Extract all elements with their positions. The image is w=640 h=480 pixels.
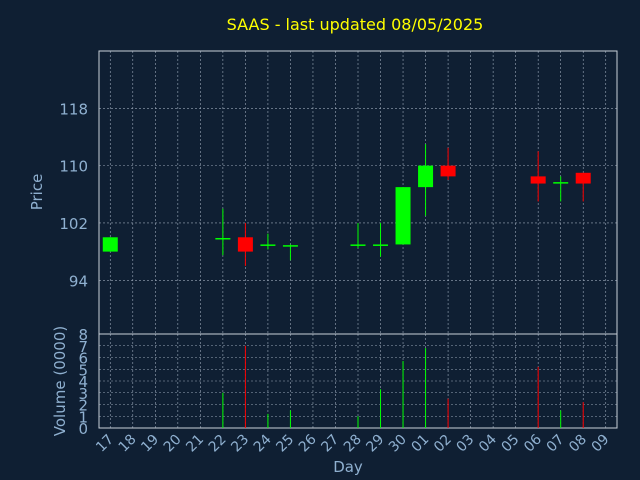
candle-body	[215, 237, 231, 240]
price-tick-label: 94	[69, 272, 88, 290]
volume-tick-label: 5	[78, 361, 88, 379]
x-tick-label: 20	[161, 432, 185, 456]
x-tick-label: 05	[499, 432, 523, 456]
x-tick-label: 02	[431, 432, 455, 456]
x-tick-label: 19	[138, 432, 162, 456]
x-tick-label: 25	[273, 432, 297, 456]
volume-tick-label: 6	[78, 350, 88, 368]
x-tick-label: 06	[521, 431, 545, 455]
x-tick-label: 26	[296, 431, 320, 455]
candle-body	[373, 244, 389, 246]
x-tick-label: 03	[454, 432, 478, 456]
volume-tick-label: 3	[78, 385, 88, 403]
x-tick-label: 07	[544, 432, 568, 456]
x-tick-label: 01	[408, 432, 432, 456]
x-tick-label: 27	[318, 432, 342, 456]
candle-body	[282, 245, 298, 247]
x-tick-label: 18	[116, 432, 140, 456]
candle-body	[553, 182, 569, 184]
x-axis-label: Day	[333, 458, 363, 476]
x-tick-label: 28	[341, 432, 365, 456]
volume-axis-label: Volume (0000)	[51, 326, 69, 436]
x-tick-label: 22	[206, 432, 230, 456]
candle-body	[102, 237, 118, 252]
price-tick-label: 102	[59, 215, 88, 233]
volume-tick-label: 4	[78, 373, 88, 391]
chart-title: SAAS - last updated 08/05/2025	[227, 15, 484, 34]
volume-tick-label: 7	[78, 338, 88, 356]
candle-body	[395, 187, 411, 245]
candle-body	[530, 176, 546, 184]
volume-tick-label: 8	[78, 326, 88, 344]
x-tick-label: 04	[476, 431, 500, 455]
price-candles	[102, 144, 591, 266]
candle-body	[237, 237, 253, 252]
volume-tick-label: 0	[78, 420, 88, 438]
candle-body	[575, 172, 591, 184]
price-tick-label: 118	[59, 100, 88, 118]
x-tick-label: 17	[93, 432, 117, 456]
volume-tick-label: 2	[78, 397, 88, 415]
x-tick-label: 30	[386, 432, 410, 456]
price-axis-label: Price	[28, 174, 46, 211]
x-tick-label: 24	[251, 431, 275, 455]
candle-body	[350, 244, 366, 246]
x-tick-label: 23	[228, 432, 252, 456]
x-tick-label: 09	[589, 432, 613, 456]
candle-body	[418, 165, 434, 188]
x-tick-label: 08	[566, 432, 590, 456]
price-tick-label: 110	[59, 158, 88, 176]
price-grid	[98, 50, 618, 335]
candle-body	[440, 165, 456, 177]
axis-labels: 1718192021222324252627282930010203040506…	[59, 100, 612, 455]
x-tick-label: 21	[183, 432, 207, 456]
x-tick-label: 29	[363, 432, 387, 456]
candle-body	[260, 244, 276, 246]
volume-tick-label: 1	[78, 408, 88, 426]
volume-bars	[222, 345, 584, 428]
volume-grid	[98, 333, 618, 429]
